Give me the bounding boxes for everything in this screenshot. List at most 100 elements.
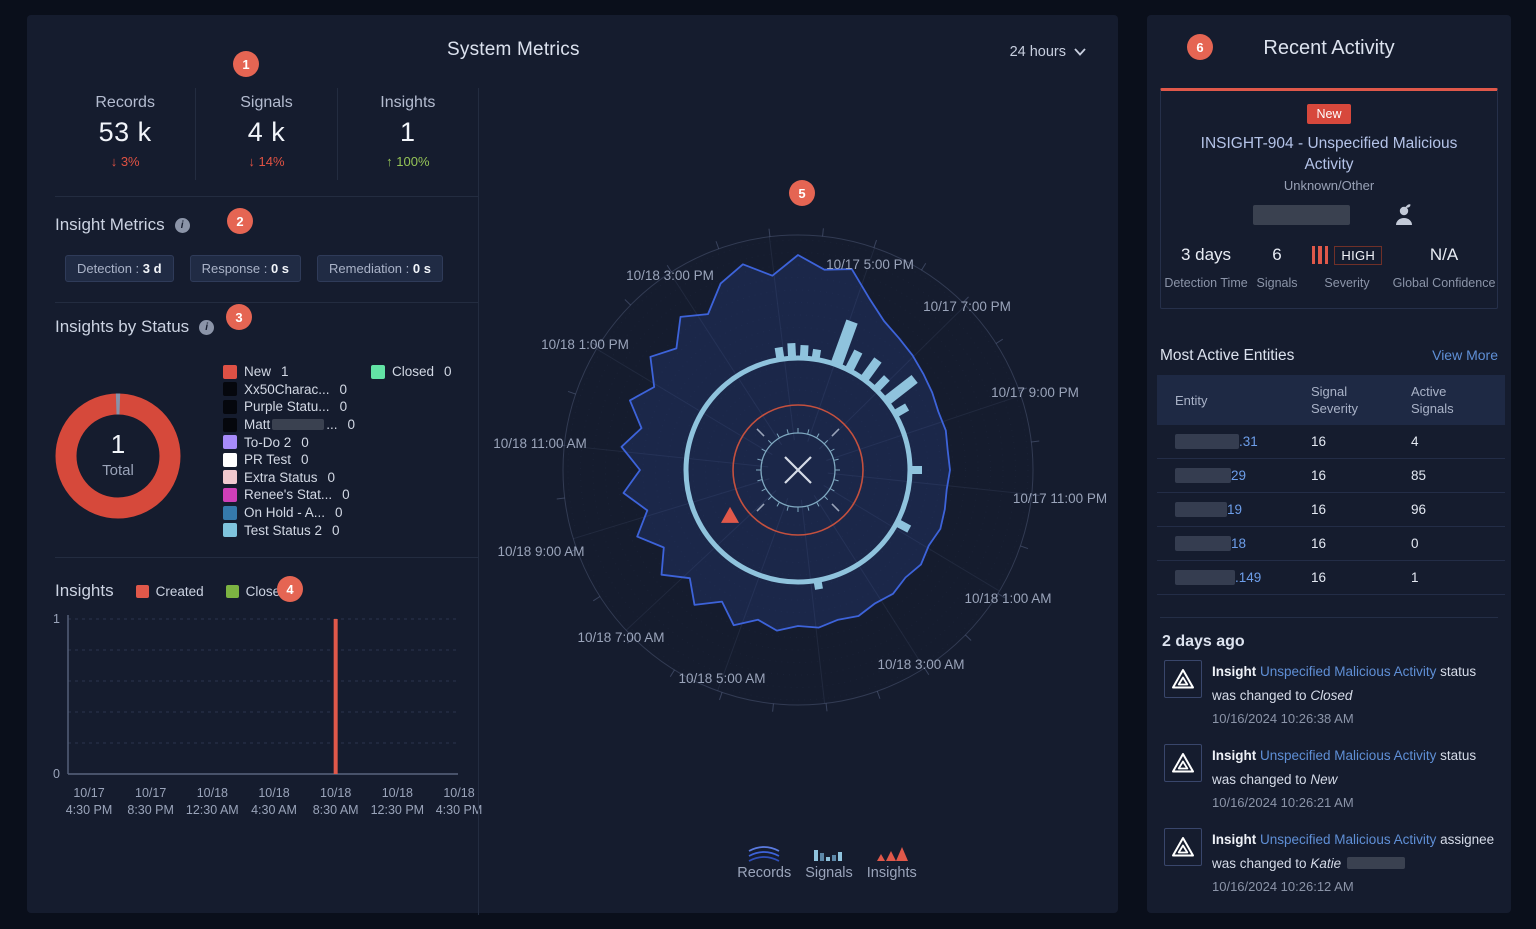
kpi-delta-value: 3%: [120, 154, 140, 169]
entity-row[interactable]: 18 16 0: [1157, 527, 1505, 561]
signal-severity-value: 16: [1311, 434, 1327, 449]
feed-change-value: New: [1310, 772, 1338, 787]
stat-label: Global Confidence: [1392, 276, 1496, 290]
insight-card[interactable]: New INSIGHT-904 - Unspecified Malicious …: [1160, 88, 1498, 309]
svg-text:1: 1: [53, 612, 60, 626]
entity-link[interactable]: .31: [1239, 434, 1258, 449]
entity-link[interactable]: .149: [1235, 570, 1262, 585]
redacted-text: [272, 419, 325, 431]
svg-text:10/174:30 PM: 10/17 4:30 PM: [66, 786, 113, 817]
status-legend-item[interactable]: Xx50Charac... 0: [223, 381, 478, 399]
radar-legend-item-signals[interactable]: Signals: [805, 845, 853, 881]
status-legend-item[interactable]: Extra Status 0: [223, 469, 478, 487]
radar-legend-item-records[interactable]: Records: [737, 845, 791, 881]
status-name: Test Status 2: [244, 522, 323, 538]
feed-item-text: Insight Unspecified Malicious Activity s…: [1212, 748, 1477, 787]
entity-cell: .149: [1157, 570, 1311, 585]
time-range-dropdown[interactable]: 24 hours: [1010, 44, 1086, 60]
feed-timestamp: 10/16/2024 10:26:12 AM: [1212, 879, 1354, 894]
status-legend-item[interactable]: Test Status 2 0: [223, 521, 478, 539]
status-swatch: [223, 487, 237, 502]
feed-item: Insight Unspecified Malicious Activity a…: [1164, 828, 1500, 898]
radar-legend-item-insights[interactable]: Insights: [867, 845, 917, 881]
waves-icon: [748, 846, 780, 862]
insight-logo-icon: [1164, 660, 1202, 698]
kpi-value: 4 k: [247, 117, 286, 147]
radar-axis-label: 10/18 5:00 AM: [678, 671, 765, 686]
info-icon[interactable]: i: [199, 319, 215, 335]
status-legend-item[interactable]: PR Test 0: [223, 451, 478, 469]
status-legend-item[interactable]: On Hold - A... 0: [223, 504, 478, 522]
detection-chip: Detection : 3 d: [65, 255, 174, 282]
status-name: Closed: [392, 364, 435, 380]
feed-item-body: Insight Unspecified Malicious Activity s…: [1212, 744, 1500, 814]
feed-object-type: Insight: [1212, 832, 1257, 847]
legend-label: Created: [155, 583, 204, 599]
status-name: Purple Statu...: [244, 399, 330, 415]
redacted-text: [1253, 205, 1350, 225]
insight-stats-labels: Detection Time Signals Severity Global C…: [1161, 276, 1497, 290]
marker-6: 6: [1187, 34, 1213, 60]
feed-change-value: Katie: [1310, 856, 1342, 871]
trend-arrow-icon: ↑: [386, 154, 393, 169]
panel-title: System Metrics: [447, 39, 580, 60]
bars-icon: [814, 850, 842, 861]
status-legend-item[interactable]: Closed 0: [371, 363, 452, 381]
status-legend-item[interactable]: Renee's Stat... 0: [223, 486, 478, 504]
entity-cell: .31: [1157, 434, 1311, 449]
marker-4: 4: [277, 576, 303, 602]
info-icon[interactable]: i: [174, 217, 190, 233]
kpi-insights: Insights 1 ↑ 100%: [336, 88, 478, 180]
insight-link[interactable]: Unspecified Malicious Activity: [1260, 664, 1437, 679]
divider: [55, 302, 478, 303]
kpi-records: Records 53 k ↓ 3%: [55, 88, 195, 180]
active-signals-value: 96: [1411, 502, 1427, 517]
entity-row[interactable]: 19 16 96: [1157, 493, 1505, 527]
entity-link[interactable]: 18: [1231, 536, 1247, 551]
status-count: 0: [342, 487, 350, 503]
status-count: 0: [332, 522, 340, 538]
status-legend-item[interactable]: To-Do 2 0: [223, 433, 478, 451]
entity-row[interactable]: .149 16 1: [1157, 561, 1505, 595]
view-more-link[interactable]: View More: [1432, 347, 1498, 363]
status-name: Matt: [244, 417, 271, 433]
svg-text:0: 0: [53, 767, 60, 781]
entity-link[interactable]: 19: [1227, 502, 1243, 517]
radar-axis-label: 10/17 5:00 PM: [826, 257, 914, 272]
entity-row[interactable]: .31 16 4: [1157, 425, 1505, 459]
records-series: [620, 254, 951, 632]
insight-logo-icon: [1164, 744, 1202, 782]
status-swatch: [223, 523, 237, 538]
kpi-label: Insights: [380, 94, 436, 111]
status-count: 0: [301, 452, 309, 468]
insight-stats-row: 3 days 6 HIGH N/A: [1161, 245, 1497, 265]
insight-link[interactable]: Unspecified Malicious Activity: [1260, 748, 1437, 763]
status-legend-item[interactable]: Purple Statu... 0: [223, 398, 478, 416]
signal-severity-value: 16: [1311, 536, 1327, 551]
severity-bars-icon: [1311, 246, 1329, 264]
legend-item-created[interactable]: Created: [135, 583, 204, 599]
trend-arrow-icon: ↓: [110, 154, 118, 169]
status-count: 0: [301, 434, 309, 450]
marker-3: 3: [226, 304, 252, 330]
status-legend-item[interactable]: New 1: [223, 363, 478, 381]
svg-text:10/184:30 AM: 10/18 4:30 AM: [251, 786, 297, 817]
stat-label: Detection Time: [1164, 276, 1248, 290]
signal-severity-value: 16: [1311, 502, 1327, 517]
detection-time-value: 3 days: [1180, 245, 1232, 264]
insight-card-title-link[interactable]: INSIGHT-904 - Unspecified Malicious Acti…: [1200, 135, 1458, 173]
redacted-entity: [1175, 468, 1231, 483]
entity-row[interactable]: 29 16 85: [1157, 459, 1505, 493]
entity-link[interactable]: 29: [1231, 468, 1247, 483]
kpi-delta: ↓ 14%: [196, 154, 336, 169]
radar-axis-label: 10/18 1:00 AM: [964, 591, 1051, 606]
redacted-entity: [1175, 570, 1235, 585]
insight-link[interactable]: Unspecified Malicious Activity: [1260, 832, 1437, 847]
marker-1: 1: [233, 51, 259, 77]
system-metrics-panel: System Metrics 24 hours 1 2 3 4 5 Record…: [27, 15, 1118, 915]
status-legend: New 1 Xx50Charac... 0 Purple Statu... 0 Matt..…: [223, 363, 478, 539]
svg-text:10/184:30 PM: 10/18 4:30 PM: [436, 786, 483, 817]
feed-timestamp: 10/16/2024 10:26:38 AM: [1212, 711, 1354, 726]
status-legend-item[interactable]: Matt... 0: [223, 416, 478, 434]
